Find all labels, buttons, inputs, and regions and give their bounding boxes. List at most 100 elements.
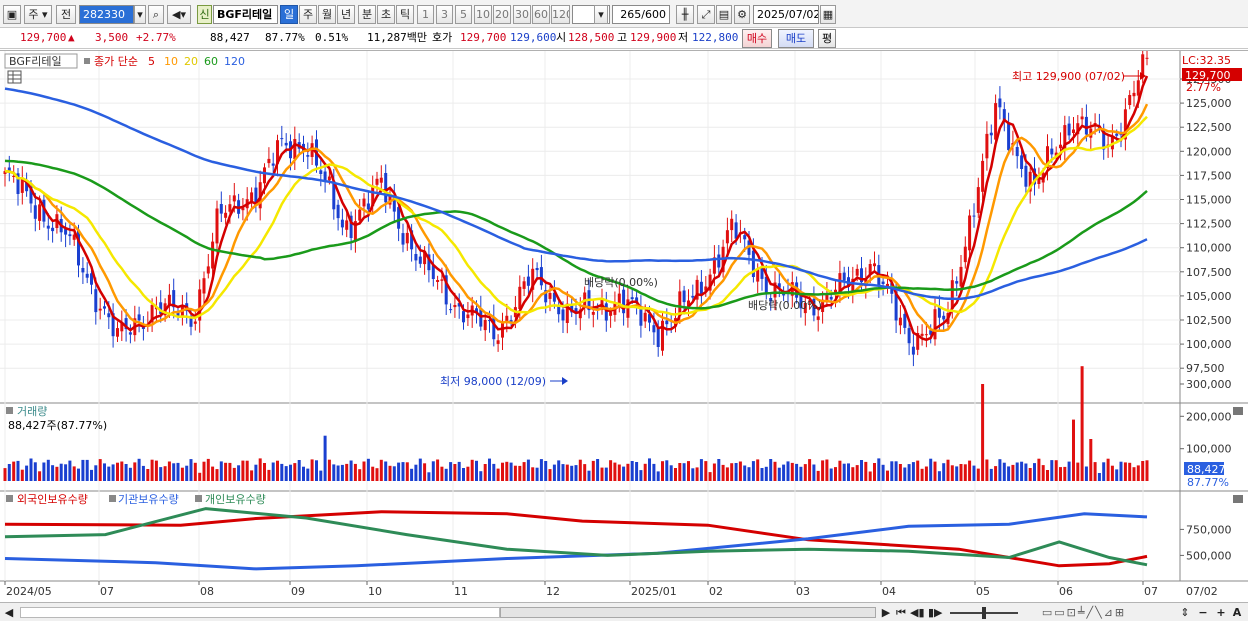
volume-panel-close-icon[interactable]: [1233, 407, 1243, 415]
ma-line-20: [4, 115, 1148, 319]
ma-line-10: [4, 103, 1149, 333]
zoom-in-icon[interactable]: +: [1216, 606, 1226, 619]
period-button-3[interactable]: 년: [337, 5, 355, 24]
period-button-1[interactable]: 주: [299, 5, 317, 24]
stock-label: BGF리테일: [9, 54, 62, 68]
institution-legend: 기관보유수량: [118, 493, 179, 506]
scroll-right-icon[interactable]: ▶: [881, 606, 891, 619]
date-tick-label: 06: [1059, 585, 1073, 598]
data-count-field[interactable]: 265/600: [612, 5, 670, 24]
count-total: /600: [641, 8, 666, 21]
date-tick-label: 2024/05: [6, 585, 52, 598]
interval-dropdown-icon[interactable]: ▾: [594, 5, 608, 24]
stock-name-field[interactable]: BGF리테일: [213, 5, 278, 24]
low-label: 저: [678, 31, 689, 44]
drawing-tools-icon[interactable]: ▭▭⊡╧╱╲⊿⊞: [1041, 606, 1127, 619]
bid-price: 129,600: [510, 31, 557, 44]
date-tick-label: 04: [882, 585, 896, 598]
interval-button-2[interactable]: 5: [455, 5, 472, 24]
price-tick-label: 100,000: [1186, 338, 1232, 351]
foreign-legend: 외국인보유수량: [17, 493, 88, 506]
price-tick-label: 117,500: [1186, 169, 1232, 182]
date-tick-label: 05: [976, 585, 990, 598]
stock-chart[interactable]: BGF리테일 종가 단순 5 10 20 60 120 LC:32.35 12 7…: [0, 45, 1248, 603]
save-icon[interactable]: ▤: [716, 5, 732, 24]
candle-type-icon[interactable]: ╫: [676, 5, 694, 24]
date-tick-label: 07: [1144, 585, 1158, 598]
zoom-out-icon[interactable]: −: [1198, 606, 1208, 619]
date-field[interactable]: 2025/07/02: [753, 5, 819, 24]
interval-button-7[interactable]: 120: [551, 5, 570, 24]
volume-pct-tag: 87.77%: [1187, 476, 1229, 489]
main-toolbar: ▣ 주 ▾ 전 282330 ▾ ⌕ ◀▾ 신 BGF리테일 ▾ 265/600…: [0, 0, 1248, 28]
scroll-left-icon[interactable]: ◀: [4, 606, 14, 619]
magnifier-icon[interactable]: ⌕: [148, 5, 164, 24]
trade-volume: 88,427: [210, 31, 250, 44]
step-back-icon[interactable]: ⏮: [896, 606, 906, 619]
holdings-line-0: [4, 510, 1148, 568]
volume-tick-label: 200,000: [1186, 410, 1232, 423]
market-select[interactable]: 주 ▾: [24, 5, 52, 24]
volume-ratio: 87.77%: [265, 31, 305, 44]
table-toggle-icon[interactable]: [7, 70, 22, 84]
eval-button[interactable]: 평: [818, 29, 836, 48]
interval-button-4[interactable]: 20: [493, 5, 511, 24]
period-button-4[interactable]: 분: [358, 5, 376, 24]
dividend-annotation-2: 배당락(0.00%): [748, 299, 822, 312]
period-button-6[interactable]: 틱: [396, 5, 414, 24]
holdings-panel-close-icon[interactable]: [1233, 495, 1243, 503]
interval-button-5[interactable]: 30: [513, 5, 531, 24]
volume-bars: [3, 366, 1149, 481]
code-dropdown-icon[interactable]: ▾: [134, 5, 146, 24]
price-tick-label: 97,500: [1186, 362, 1225, 375]
high-price: 129,900: [630, 31, 677, 44]
speaker-icon[interactable]: ◀▾: [167, 5, 191, 24]
scroll-thumb[interactable]: [500, 607, 876, 618]
price-tick-label: 125,000: [1186, 97, 1232, 110]
quote-label: 호가: [432, 31, 453, 44]
date-tick-label: 02: [709, 585, 723, 598]
period-button-5[interactable]: 초: [377, 5, 395, 24]
market-all-button[interactable]: 전: [56, 5, 76, 24]
text-toggle-icon[interactable]: A: [1232, 606, 1242, 619]
date-tick-label: 2025/01: [631, 585, 677, 598]
ma-legend-10: 10: [164, 55, 178, 68]
step-next-icon[interactable]: ▮▶: [928, 606, 943, 619]
interval-button-0[interactable]: 1: [417, 5, 434, 24]
period-button-0[interactable]: 일: [280, 5, 298, 24]
open-label: 시: [556, 31, 567, 44]
trade-amount: 11,287백만: [367, 31, 427, 44]
interval-button-1[interactable]: 3: [436, 5, 453, 24]
ma-line-120: [4, 87, 1148, 301]
holdings-axis-ticks: 750,000 500,000: [1180, 523, 1232, 562]
volume-tag-box: [1184, 462, 1224, 475]
volume-axis-ticks: 300,000 200,000 100,000: [1180, 378, 1232, 456]
low-annotation: 최저 98,000 (12/09): [440, 375, 546, 388]
price-tick-label: 112,500: [1186, 218, 1232, 231]
stock-code-input[interactable]: 282330: [79, 5, 134, 24]
buy-button[interactable]: 매수: [742, 29, 772, 48]
zoom-slider-handle[interactable]: [982, 607, 986, 619]
pct-tag: 2.77%: [1186, 81, 1221, 94]
volume-tick-label: 300,000: [1186, 378, 1232, 391]
window-menu-icon[interactable]: ▣: [3, 5, 21, 24]
price-tick-label: 122,500: [1186, 121, 1232, 134]
price-tag-box: [1182, 68, 1242, 81]
period-button-2[interactable]: 월: [318, 5, 336, 24]
draw-tool-icon[interactable]: ⤢: [697, 5, 715, 24]
calendar-icon[interactable]: ▦: [820, 5, 836, 24]
step-prev-icon[interactable]: ◀▮: [910, 606, 925, 619]
ma-legend-60: 60: [204, 55, 218, 68]
ma-line-60: [4, 159, 1148, 310]
high-label: 고: [617, 31, 628, 44]
ma-legend-label: 종가 단순: [94, 55, 138, 68]
gear-icon[interactable]: ⚙: [734, 5, 750, 24]
interval-button-3[interactable]: 10: [474, 5, 492, 24]
credit-tag: 신: [197, 5, 212, 24]
scroll-track[interactable]: [20, 607, 500, 618]
interval-button-6[interactable]: 60: [532, 5, 550, 24]
chart-area: BGF리테일 종가 단순 5 10 20 60 120 LC:32.35 12 7…: [0, 45, 1248, 603]
sell-button[interactable]: 매도: [778, 29, 814, 48]
market-select-label: 주: [28, 8, 39, 21]
vertical-split-icon[interactable]: ⇕: [1180, 606, 1190, 619]
